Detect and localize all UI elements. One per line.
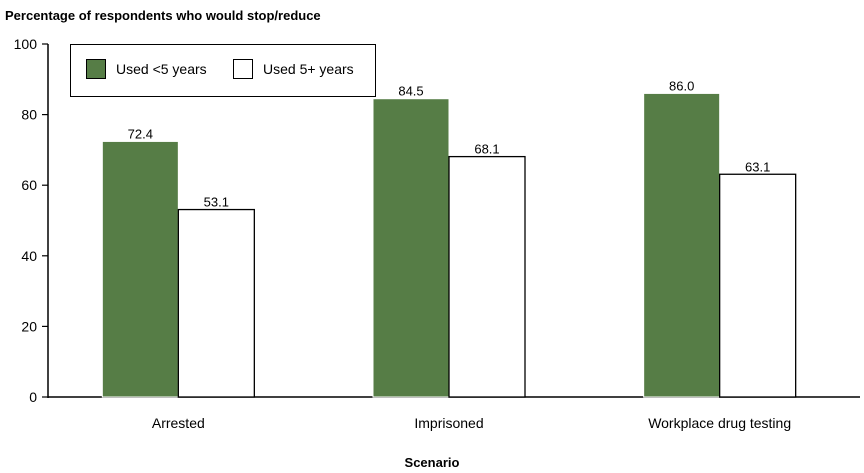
y-tick-label: 100 [14,36,38,52]
legend-swatch-series-1 [86,59,106,79]
bar-used-5-plus-years [448,155,526,398]
y-tick-label: 20 [21,318,37,334]
bar-used-under-5-years [101,140,179,398]
legend-label-series-2: Used 5+ years [263,61,354,77]
data-label: 84.5 [398,84,423,99]
x-axis-title: Scenario [404,455,460,470]
y-tick-label: 60 [21,177,37,193]
x-tick-label: Arrested [152,415,205,431]
bar-used-5-plus-years [177,208,255,398]
y-tick-label: 40 [21,248,37,264]
legend-item-series-1: Used <5 years [86,59,207,79]
data-label: 86.0 [669,78,694,93]
data-label: 53.1 [204,195,229,210]
data-label: 63.1 [745,159,770,174]
bar-used-under-5-years [643,92,721,398]
bar-used-under-5-years [372,98,450,398]
bar-used-5-plus-years [719,173,797,398]
y-tick-label: 80 [21,107,37,123]
data-label: 68.1 [474,142,499,157]
y-axis-title: Percentage of respondents who would stop… [5,8,321,23]
legend: Used <5 years Used 5+ years [70,44,376,97]
x-tick-label: Imprisoned [414,415,483,431]
legend-item-series-2: Used 5+ years [233,59,354,79]
y-tick-label: 0 [29,389,37,405]
data-label: 72.4 [128,126,153,141]
legend-label-series-1: Used <5 years [116,61,207,77]
legend-swatch-series-2 [233,59,253,79]
x-tick-label: Workplace drug testing [648,415,791,431]
